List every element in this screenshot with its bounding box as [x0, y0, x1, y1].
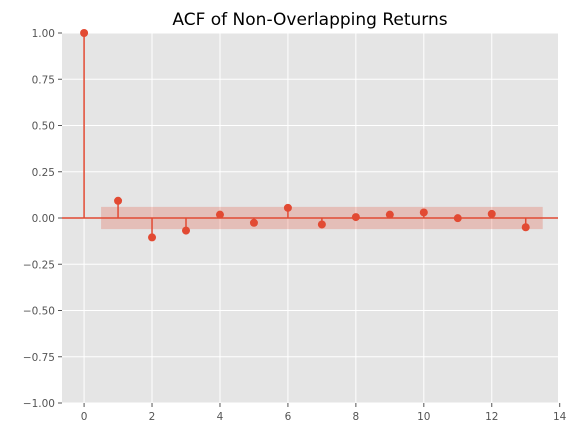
marker-lag-9	[385, 210, 394, 219]
y-tick-label-0: −1.00	[23, 398, 55, 410]
marker-lag-12	[487, 209, 496, 218]
x-tick-label-12: 12	[485, 411, 498, 423]
y-tick-label-6: 0.50	[32, 121, 55, 133]
marker-lag-4	[215, 210, 224, 219]
y-tick-label-8: 1.00	[32, 28, 55, 40]
y-tick-label-3: −0.25	[23, 259, 55, 271]
x-tick-label-4: 4	[217, 411, 224, 423]
marker-lag-7	[317, 220, 326, 229]
marker-lag-8	[351, 213, 360, 222]
x-tick-label-10: 10	[417, 411, 430, 423]
marker-lag-5	[249, 218, 258, 227]
x-tick-label-6: 6	[285, 411, 292, 423]
marker-lag-2	[148, 233, 157, 242]
grid-lines	[62, 32, 561, 404]
marker-lag-0	[80, 29, 89, 37]
y-axis-ticks: −1.00 −0.75 −0.50 −0.25 0.00 0.25 0.50 0.75 1.00	[23, 28, 62, 410]
x-tick-label-8: 8	[353, 411, 360, 423]
y-tick-label-7: 0.75	[32, 74, 55, 86]
x-tick-label-14: 14	[553, 411, 567, 423]
x-axis-ticks: 0 2 4 6 8 10 12 14	[81, 403, 567, 423]
marker-lag-3	[182, 226, 190, 235]
y-tick-label-1: −0.75	[23, 352, 55, 364]
marker-lag-11	[453, 214, 462, 223]
marker-lag-10	[419, 208, 428, 217]
marker-lag-13	[521, 223, 530, 232]
x-tick-label-2: 2	[149, 411, 156, 423]
markers-group	[80, 29, 530, 242]
chart-title: ACF of Non-Overlapping Returns	[172, 10, 447, 30]
marker-lag-6	[283, 203, 292, 212]
y-tick-label-4: 0.00	[32, 213, 55, 225]
y-tick-label-5: 0.25	[32, 167, 55, 179]
marker-lag-1	[114, 196, 123, 205]
y-tick-label-2: −0.50	[23, 306, 55, 318]
x-tick-label-0: 0	[81, 411, 88, 423]
